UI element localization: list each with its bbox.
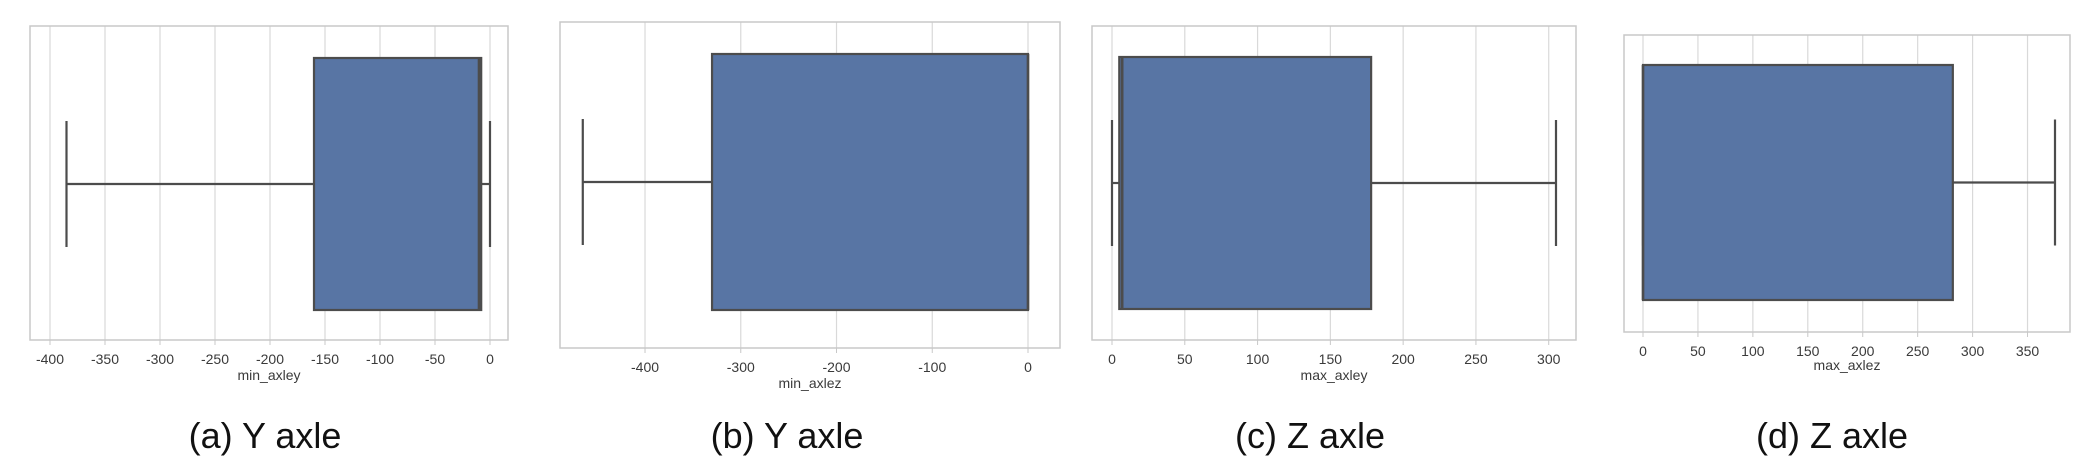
- x-axis-label: min_axley: [237, 367, 300, 383]
- x-tick-label: 150: [1319, 351, 1343, 367]
- iqr-box: [1641, 63, 1954, 302]
- x-tick-label: 350: [2016, 343, 2040, 359]
- chart-b-min-axlez: -400 -300 -200 -100 0 min_axlez: [559, 21, 1061, 391]
- x-tick-label: 0: [1024, 359, 1032, 375]
- x-axis-label: max_axley: [1301, 367, 1368, 383]
- x-tick-label: -400: [631, 359, 659, 375]
- x-tick-label: 200: [1391, 351, 1415, 367]
- x-axis-label: max_axlez: [1814, 357, 1881, 373]
- x-tick-label: 50: [1177, 351, 1193, 367]
- x-tick-label: 250: [1906, 343, 1930, 359]
- x-tick-label: 50: [1690, 343, 1706, 359]
- plot-frame: [1623, 34, 2071, 333]
- x-tick-label: -200: [822, 359, 850, 375]
- plot-frame: [29, 25, 509, 341]
- x-tick-label: -50: [425, 351, 445, 367]
- x-tick-label: -200: [256, 351, 284, 367]
- x-tick-label: 0: [1639, 343, 1647, 359]
- plot-frame: [559, 21, 1061, 349]
- x-tick-label: 0: [1108, 351, 1116, 367]
- x-tick-label: -100: [366, 351, 394, 367]
- x-tick-label: -250: [201, 351, 229, 367]
- x-tick-label: 100: [1741, 343, 1765, 359]
- caption-d: (d) Z axle: [1755, 415, 1909, 456]
- chart-a-min-axley: -400 -350 -300 -250 -200 -150 -100 -50 0 min_axle…: [29, 25, 509, 383]
- chart-c-max-axley: 0 50 100 150 200 250 300 max_axley: [1091, 25, 1577, 383]
- iqr-box: [312, 56, 483, 312]
- caption-b: (b) Y axle: [710, 415, 864, 456]
- x-tick-label: 200: [1851, 343, 1875, 359]
- x-tick-label: -150: [311, 351, 339, 367]
- plot-frame: [1091, 25, 1577, 341]
- x-tick-label: -300: [727, 359, 755, 375]
- x-tick-label: 250: [1464, 351, 1488, 367]
- caption-c: (c) Z axle: [1234, 415, 1386, 456]
- caption-a: (a) Y axle: [188, 415, 342, 456]
- x-tick-label: -100: [918, 359, 946, 375]
- x-tick-label: -300: [146, 351, 174, 367]
- x-tick-label: -400: [36, 351, 64, 367]
- chart-d-max-axlez: 0 50 100 150 200 250 300 350 max_axlez: [1623, 34, 2071, 373]
- iqr-box: [1118, 55, 1373, 311]
- x-axis-label: min_axlez: [778, 375, 841, 391]
- x-tick-label: 150: [1796, 343, 1820, 359]
- x-tick-label: 100: [1246, 351, 1270, 367]
- iqr-box: [710, 52, 1030, 312]
- x-tick-label: -350: [91, 351, 119, 367]
- x-tick-label: 300: [1537, 351, 1561, 367]
- x-tick-label: 0: [486, 351, 494, 367]
- x-tick-label: 300: [1961, 343, 1985, 359]
